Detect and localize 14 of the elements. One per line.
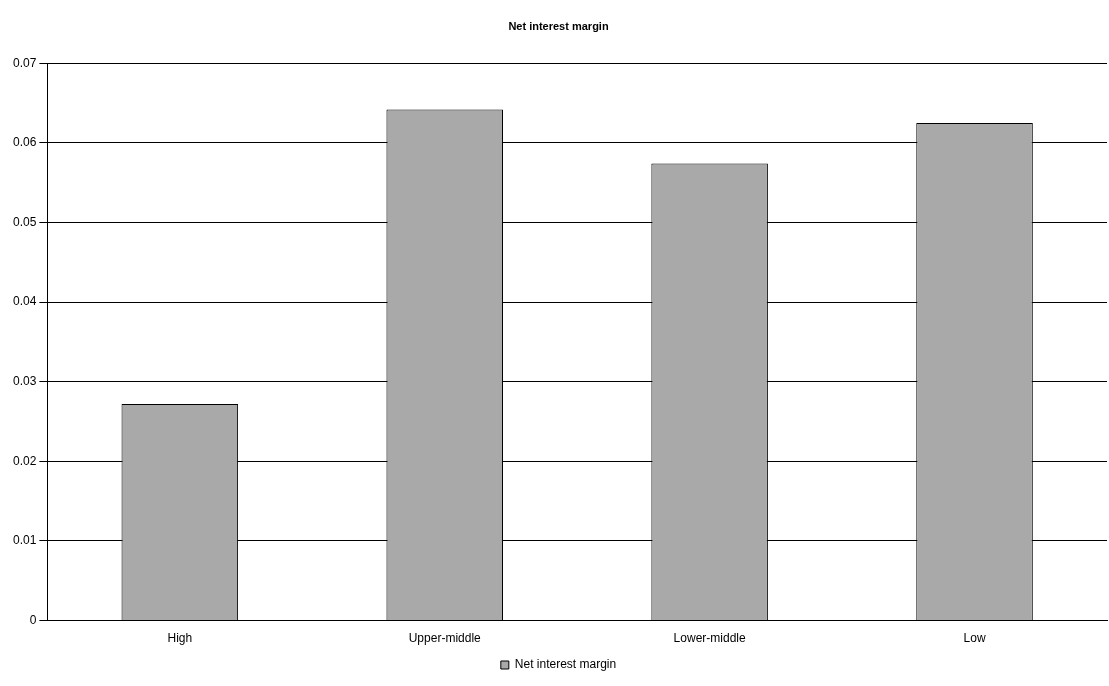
y-tick-label: 0.01	[13, 533, 37, 548]
x-tick-label: High	[167, 631, 193, 646]
y-tick-label: 0.07	[13, 55, 37, 70]
x-tick-label: Upper-middle	[408, 631, 482, 646]
x-tick-label: Lower-middle	[673, 631, 746, 646]
y-tick-label: 0.06	[13, 135, 37, 150]
chart-title: Net interest margin	[508, 19, 609, 32]
y-tick-label: 0	[29, 612, 37, 627]
y-tick-label: 0.02	[13, 453, 37, 468]
y-tick-label: 0.04	[13, 294, 37, 309]
x-tick-label: Low	[963, 631, 986, 646]
y-tick-label: 0.03	[13, 374, 37, 389]
y-tick-label: 0.05	[13, 214, 37, 229]
legend-label: Net interest margin	[514, 657, 617, 672]
